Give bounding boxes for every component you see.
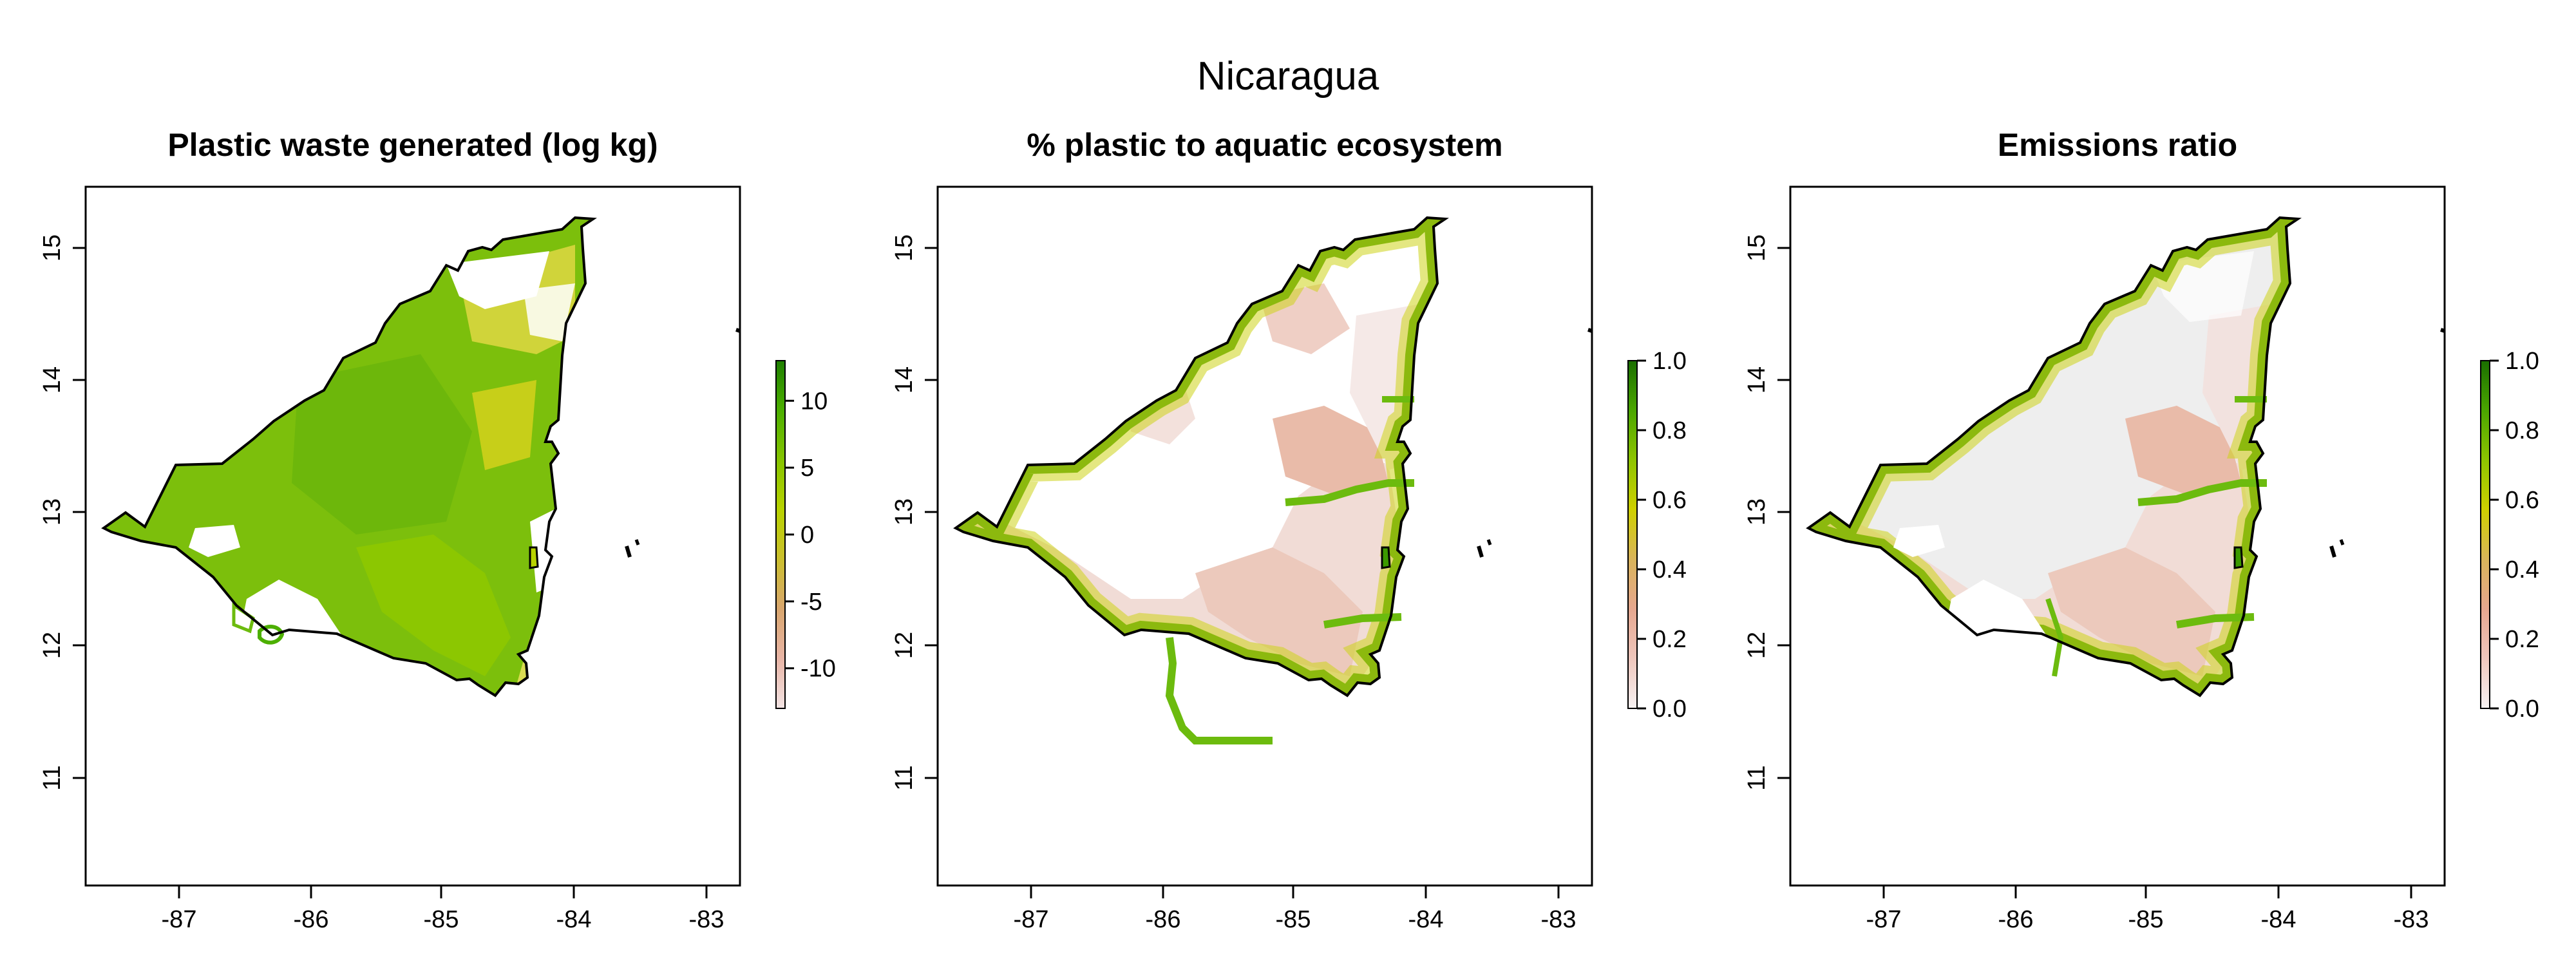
offshore-cay [735,328,741,333]
pearl-lagoon-island [2233,546,2244,569]
x-tick-label: -85 [2128,906,2164,933]
y-tick-label: 11 [39,765,66,790]
legend-tick-label: 0.2 [1653,626,1687,653]
legend-colorbar [1627,360,1638,709]
x-tick-label: -87 [1866,906,1902,933]
legend-tick-label: 0.2 [2505,626,2539,653]
panel-1: -87 -86 -85 -84 -83 15 14 13 12 11 10 5 0 -5 -10 [39,185,836,933]
aquatic-river-center [1285,479,1414,506]
panel-1-x-axis: -87 -86 -85 -84 -83 [162,886,724,933]
offshore-cay [1587,328,1593,333]
pearl-lagoon-island [1381,546,1391,569]
panel-2-x-axis: -87 -86 -85 -84 -83 [1014,886,1577,933]
x-tick-label: -84 [2261,906,2297,933]
legend-tick-label: 0 [800,522,814,549]
y-tick-label: 13 [891,498,918,526]
x-tick-label: -87 [1014,906,1049,933]
panel-2-y-axis: 15 14 13 12 11 [891,234,938,791]
panel-3-y-axis: 15 14 13 12 11 [1743,234,1790,791]
lake-nicaragua [240,580,350,692]
aquatic-river-san-juan [1165,637,1273,744]
x-tick-label: -85 [424,906,459,933]
legend-tick-label: -5 [800,589,822,616]
corn-island-1 [2329,545,2336,558]
waste-south-zone [356,535,511,676]
legend-tick-label: 0.6 [1653,487,1687,514]
x-tick-label: -83 [2394,906,2429,933]
y-tick-label: 14 [39,366,66,393]
legend-tick-label: 10 [800,388,828,415]
aquatic-salmon-center [1273,406,1388,496]
x-tick-label: -84 [556,906,592,933]
legend-tick-label: 0.0 [1653,696,1687,723]
lake-island [258,625,285,645]
legend-tick-label: 0.0 [2505,696,2539,723]
aquatic-salmon-south [1195,547,1363,676]
y-tick-label: 12 [39,632,66,659]
x-tick-label: -87 [162,906,197,933]
x-tick-label: -86 [294,906,329,933]
emissions-river-center [2137,479,2267,506]
legend-colorbar [2480,360,2490,709]
x-tick-label: -84 [1408,906,1444,933]
panel-3-x-axis: -87 -86 -85 -84 -83 [1866,886,2429,933]
y-tick-label: 12 [1743,632,1770,659]
y-tick-label: 15 [891,234,918,261]
y-tick-label: 13 [39,498,66,526]
panel-1-legend: 10 5 0 -5 -10 [775,360,836,709]
corn-island-2 [634,539,640,545]
legend-tick-label: 0.4 [2505,556,2539,583]
legend-tick-label: 1.0 [1653,348,1687,375]
y-tick-label: 11 [891,765,918,790]
corn-island-1 [1477,545,1484,558]
legend-tick-label: 0.8 [2505,417,2539,444]
y-tick-label: 13 [1743,498,1770,526]
legend-tick-label: 1.0 [2505,348,2539,375]
emissions-river-south [2176,613,2255,629]
y-tick-label: 15 [39,234,66,261]
x-tick-label: -83 [1541,906,1577,933]
corn-island-1 [625,545,632,558]
x-tick-label: -86 [1998,906,2034,933]
emissions-salmon-center [2125,406,2241,496]
panel-2-legend: 1.0 0.8 0.6 0.4 0.2 0.0 [1627,348,1687,723]
corn-island-2 [2339,539,2345,545]
lake-outflow [2045,598,2064,677]
waste-no-data-north [446,251,549,309]
aquatic-river-south [1323,613,1402,629]
y-tick-label: 15 [1743,234,1770,261]
emissions-salmon-south [2048,547,2215,676]
legend-tick-label: -10 [800,656,836,683]
lake-nicaragua [1945,580,2054,692]
y-tick-label: 11 [1743,765,1770,790]
x-tick-label: -86 [1146,906,1181,933]
pearl-lagoon-island [529,546,539,569]
panel-3-legend: 1.0 0.8 0.6 0.4 0.2 0.0 [2480,348,2539,723]
waste-no-data-northeast [524,283,575,341]
waste-east-yellow [472,380,536,470]
panel-1-title: Plastic waste generated (log kg) [167,127,658,163]
figure-title: Nicaragua [1197,54,1379,99]
y-tick-label: 14 [1743,366,1770,393]
legend-tick-label: 5 [800,455,814,482]
lake-managua [1893,525,1945,557]
panel-3-title: Emissions ratio [1997,127,2238,163]
y-tick-label: 14 [891,366,918,393]
panel-2-title: % plastic to aquatic ecosystem [1027,127,1503,163]
corn-island-2 [1486,539,1492,545]
panel-1-y-axis: 15 14 13 12 11 [39,234,86,791]
offshore-cay [2440,328,2445,333]
legend-colorbar [775,360,786,709]
x-tick-label: -83 [689,906,724,933]
legend-tick-label: 0.8 [1653,417,1687,444]
panel-3: -87 -86 -85 -84 -83 15 14 13 12 11 1.0 0.8 0.6 0.4 0… [1743,185,2539,933]
x-tick-label: -85 [1276,906,1311,933]
panel-2: -87 -86 -85 -84 -83 15 14 13 12 11 1.0 0.8 0.6 0.4 0… [891,185,1687,933]
legend-tick-label: 0.6 [2505,487,2539,514]
y-tick-label: 12 [891,632,918,659]
legend-tick-label: 0.4 [1653,556,1687,583]
waste-central-zone [292,354,472,535]
lake-managua [189,525,240,557]
